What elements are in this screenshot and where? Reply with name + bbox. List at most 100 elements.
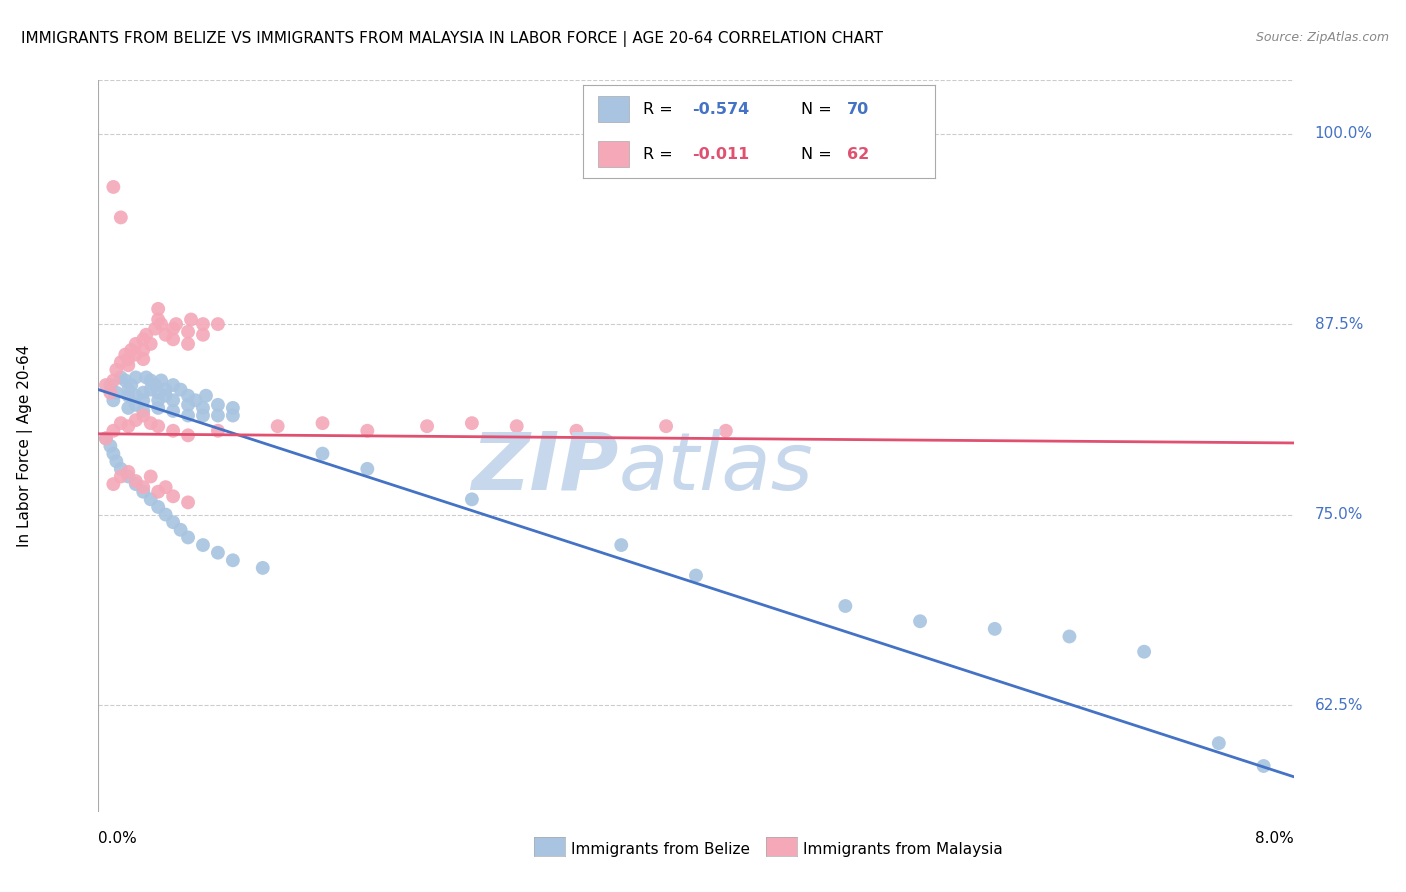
Point (103, 447, 125, 461)
Point (191, 327, 214, 342)
Text: Immigrants from Malaysia: Immigrants from Malaysia (803, 842, 1002, 856)
Point (148, 385, 170, 400)
Point (132, 343, 155, 357)
FancyBboxPatch shape (598, 141, 630, 167)
Point (135, 370, 157, 384)
Point (120, 343, 142, 357)
Point (177, 409, 200, 423)
Point (110, 469, 132, 483)
Point (148, 312, 170, 326)
Text: N =: N = (801, 146, 838, 161)
Point (117, 352, 139, 367)
Point (165, 317, 187, 331)
Point (125, 348, 148, 362)
Point (117, 465, 139, 479)
Point (191, 538, 214, 552)
Point (98, 439, 122, 453)
Point (1253, 759, 1275, 773)
Point (155, 383, 177, 397)
Point (461, 416, 484, 430)
Text: In Labor Force | Age 20-64: In Labor Force | Age 20-64 (17, 345, 34, 547)
Point (252, 561, 274, 575)
Point (117, 389, 139, 403)
Point (169, 383, 191, 397)
Point (125, 413, 148, 427)
Point (191, 409, 214, 423)
Point (177, 389, 200, 403)
Point (110, 370, 132, 384)
Point (148, 401, 170, 415)
Point (194, 389, 217, 403)
Point (125, 389, 148, 403)
Point (162, 378, 184, 392)
Text: 87.5%: 87.5% (1315, 317, 1362, 332)
Point (150, 317, 173, 331)
Point (103, 374, 125, 388)
Point (162, 393, 184, 408)
Point (685, 568, 707, 582)
Point (125, 370, 148, 384)
Point (105, 385, 128, 400)
Point (162, 489, 184, 503)
Text: 70: 70 (846, 102, 869, 117)
Point (1133, 645, 1156, 659)
Point (222, 401, 245, 415)
Point (148, 500, 170, 514)
Point (834, 599, 856, 613)
Point (132, 385, 155, 400)
Point (150, 374, 173, 388)
Point (132, 404, 155, 418)
Text: ZIP: ZIP (471, 429, 619, 507)
Point (94, 431, 117, 445)
Point (356, 424, 378, 438)
Point (565, 424, 588, 438)
Point (267, 419, 290, 434)
Point (125, 477, 148, 491)
Point (139, 374, 162, 388)
Point (155, 327, 177, 342)
Text: Immigrants from Belize: Immigrants from Belize (571, 842, 749, 856)
Text: -0.011: -0.011 (693, 146, 749, 161)
Point (191, 317, 214, 331)
Point (117, 358, 139, 372)
Text: 75.0%: 75.0% (1315, 507, 1362, 522)
Point (132, 484, 155, 499)
Point (139, 469, 162, 483)
Point (139, 492, 162, 507)
Point (311, 416, 333, 430)
Point (110, 416, 132, 430)
Point (461, 492, 484, 507)
Text: atlas: atlas (619, 429, 813, 507)
Point (103, 180, 125, 194)
Point (98, 378, 122, 392)
Text: 62: 62 (846, 146, 869, 161)
Text: N =: N = (801, 102, 838, 117)
Point (110, 462, 132, 476)
Point (162, 321, 184, 335)
Point (105, 363, 128, 377)
Point (222, 553, 245, 567)
Point (655, 419, 678, 434)
Point (416, 419, 439, 434)
Point (610, 538, 633, 552)
Point (162, 424, 184, 438)
Point (110, 355, 132, 369)
Point (94, 431, 117, 445)
Point (148, 484, 170, 499)
Point (125, 474, 148, 488)
Point (1208, 736, 1230, 750)
Point (132, 352, 155, 367)
Point (506, 419, 529, 434)
Point (114, 348, 136, 362)
Point (148, 301, 170, 316)
Text: 8.0%: 8.0% (1254, 831, 1294, 846)
Point (105, 454, 128, 468)
Point (148, 419, 170, 434)
Point (177, 531, 200, 545)
Point (139, 416, 162, 430)
Text: Source: ZipAtlas.com: Source: ZipAtlas.com (1256, 31, 1389, 45)
Point (177, 495, 200, 509)
Text: R =: R = (644, 146, 678, 161)
FancyBboxPatch shape (598, 96, 630, 122)
Point (191, 401, 214, 415)
